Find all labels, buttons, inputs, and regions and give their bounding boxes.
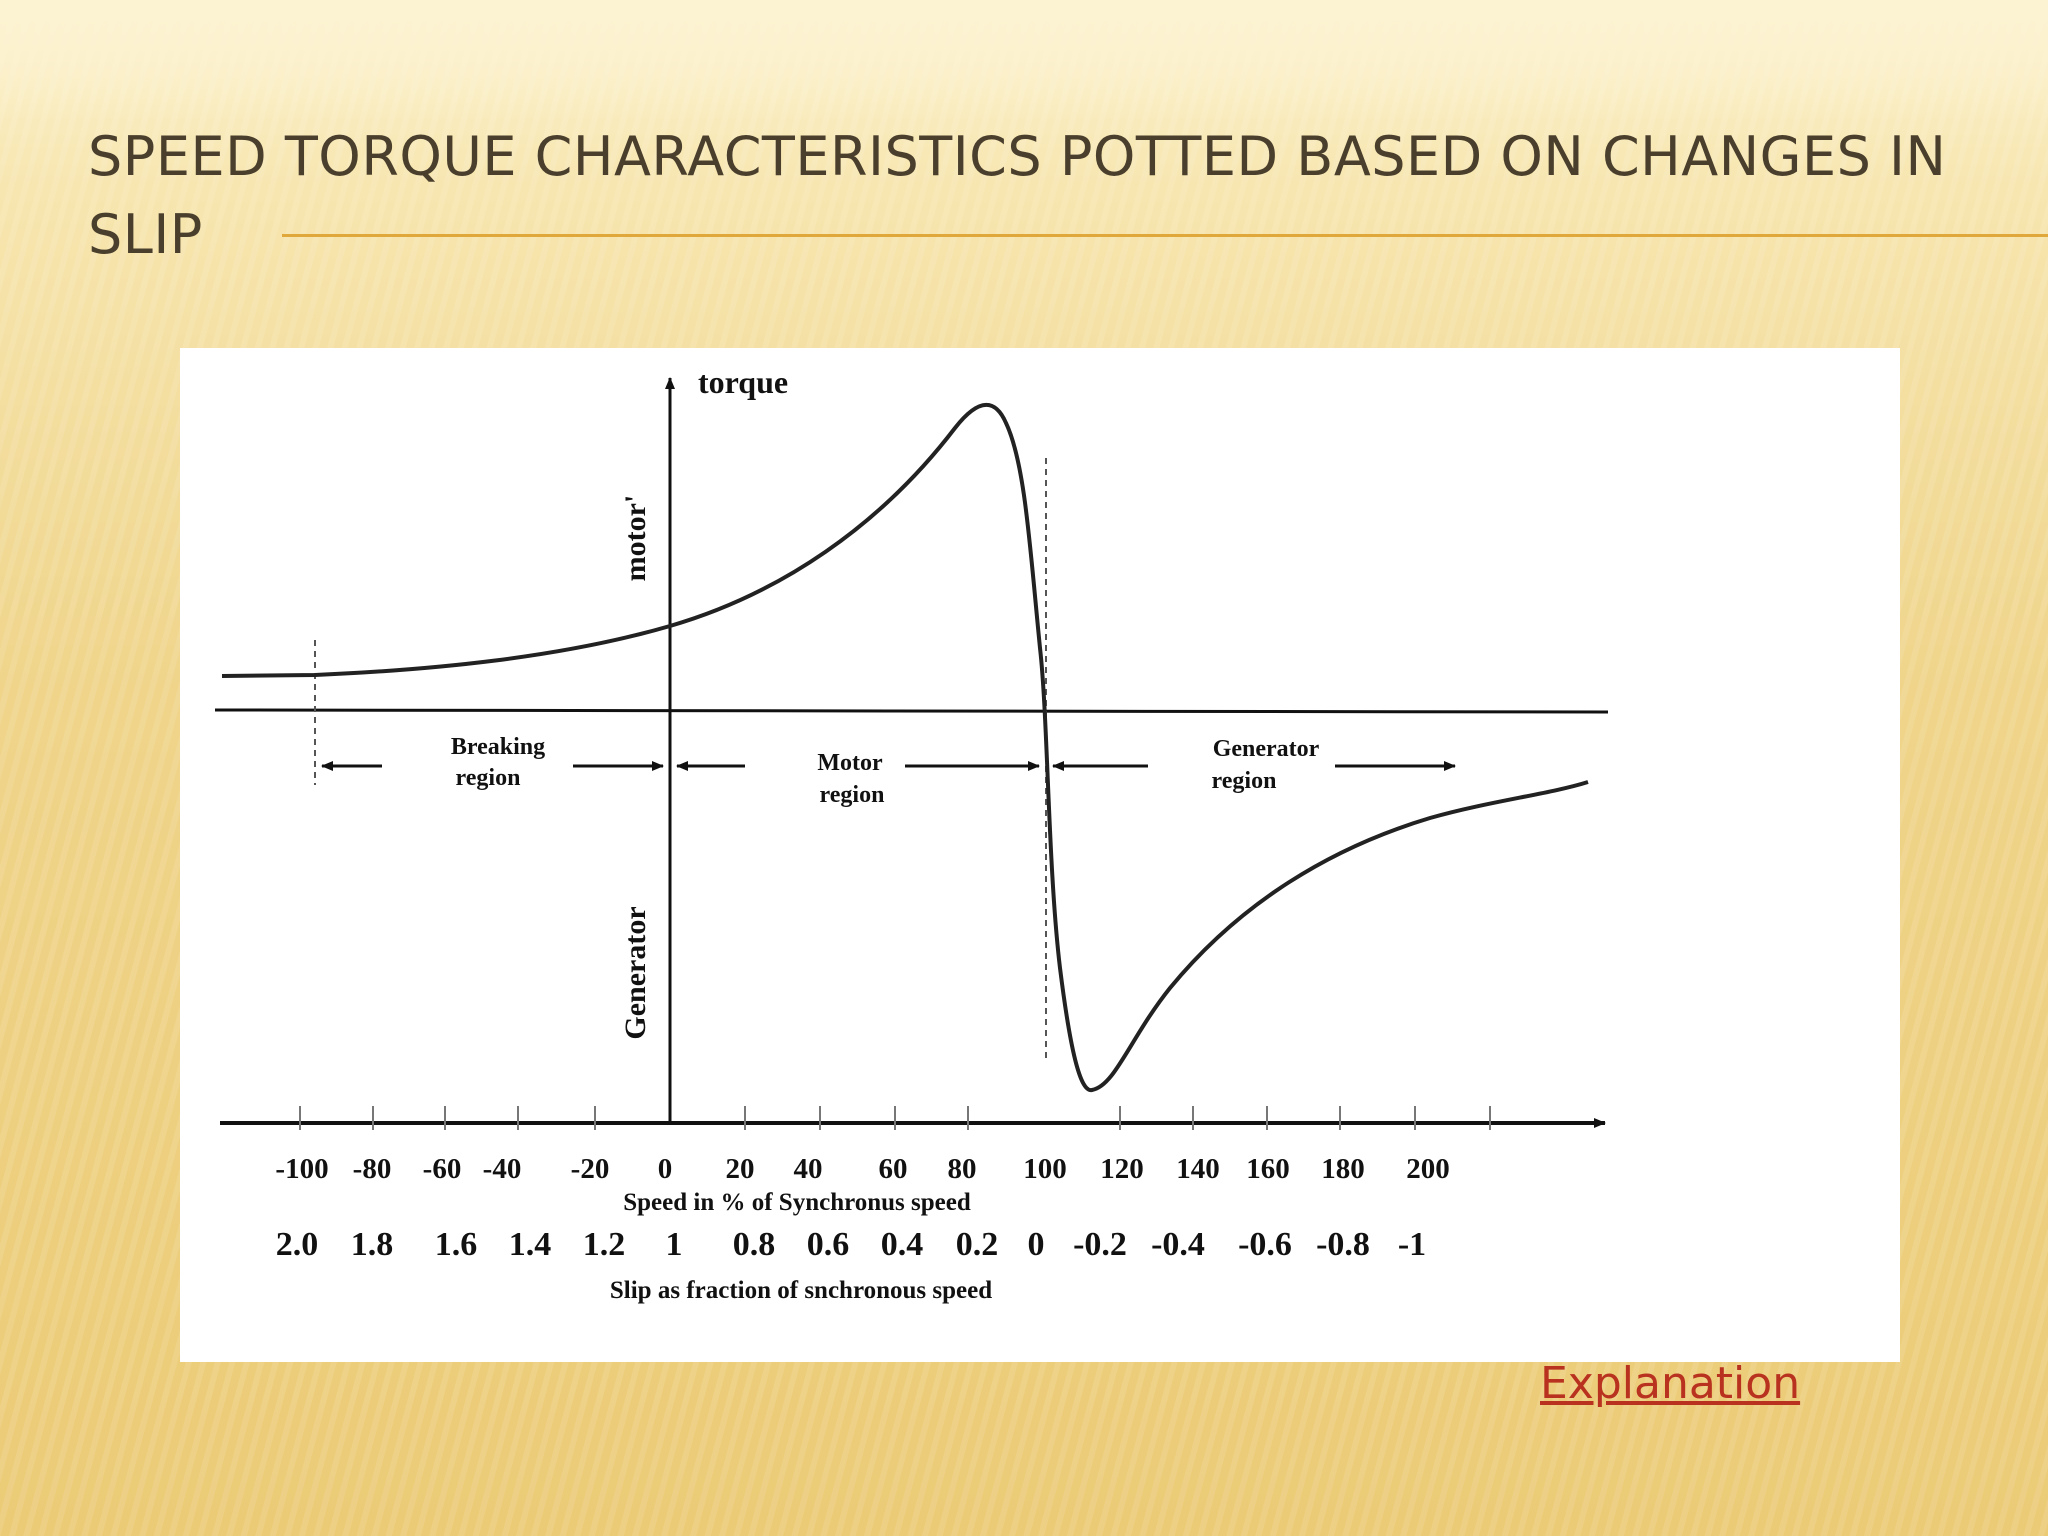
torque-axis-label: torque xyxy=(698,364,788,400)
speed-tick-label: 160 xyxy=(1246,1153,1290,1185)
title-underline xyxy=(282,234,2048,237)
motor-region-line2: region xyxy=(820,782,885,808)
motor-side-label: motor' xyxy=(619,495,652,582)
speed-tick-label: 200 xyxy=(1406,1153,1450,1185)
torque-speed-curve xyxy=(221,402,1589,1093)
generator-region-line2: region xyxy=(1212,768,1277,794)
slip-tick-label: 0.8 xyxy=(733,1226,776,1263)
slip-axis-title: Slip as fraction of snchronous speed xyxy=(610,1277,992,1304)
speed-tick-label: 120 xyxy=(1100,1153,1144,1185)
speed-tick-label: 0 xyxy=(658,1153,673,1185)
speed-tick-label: -100 xyxy=(275,1153,328,1185)
slip-tick-label: -0.6 xyxy=(1238,1226,1292,1263)
generator-region-line1: Generator xyxy=(1213,736,1320,762)
slip-tick-label: 0.6 xyxy=(807,1226,850,1263)
slip-tick-label: -0.4 xyxy=(1151,1226,1205,1263)
speed-tick-label: 20 xyxy=(726,1153,755,1185)
motor-region-line1: Motor xyxy=(817,750,883,776)
speed-tick-label: -20 xyxy=(571,1153,610,1185)
slip-tick-label: -0.2 xyxy=(1073,1226,1127,1263)
slip-tick-label: -0.8 xyxy=(1316,1226,1370,1263)
speed-tick-label: 140 xyxy=(1176,1153,1220,1185)
slip-tick-label: 0.2 xyxy=(956,1226,999,1263)
breaking-region-line1: Breaking xyxy=(451,734,545,760)
speed-tick-label: 100 xyxy=(1023,1153,1067,1185)
generator-side-label: Generator xyxy=(619,906,652,1039)
slip-tick-label: 1.2 xyxy=(583,1226,626,1263)
speed-axis-title: Speed in % of Synchronus speed xyxy=(623,1189,971,1216)
speed-tick-label: 180 xyxy=(1321,1153,1365,1185)
speed-tick-label: -80 xyxy=(353,1153,392,1185)
torque-slip-diagram: torque motor' Generator Breaking region … xyxy=(214,364,1609,1304)
slip-tick-label: 1.8 xyxy=(351,1226,394,1263)
slip-tick-label: 0 xyxy=(1028,1226,1045,1263)
slip-tick-label: 2.0 xyxy=(276,1226,319,1263)
slip-tick-label: 1.6 xyxy=(435,1226,478,1263)
slip-tick-label: 0.4 xyxy=(881,1226,924,1263)
slip-tick-label: 1 xyxy=(666,1226,683,1263)
speed-tick-label: -60 xyxy=(423,1153,462,1185)
speed-tick-label: 80 xyxy=(948,1153,977,1185)
breaking-region-line2: region xyxy=(456,765,521,791)
slide-title: Speed torque characteristics potted base… xyxy=(88,125,1947,266)
torque-slip-figure: torque motor' Generator Breaking region … xyxy=(180,348,1900,1362)
background-top-fade xyxy=(0,0,2048,120)
speed-tick-label: -40 xyxy=(483,1153,522,1185)
zero-torque-line xyxy=(214,708,1609,714)
speed-tick-label: 40 xyxy=(794,1153,823,1185)
slip-tick-label: -1 xyxy=(1398,1226,1426,1263)
slip-tick-label: 1.4 xyxy=(509,1226,552,1263)
speed-axis-tick-marks xyxy=(299,1106,1491,1130)
explanation-link[interactable]: Explanation xyxy=(1540,1358,1801,1409)
speed-tick-label: 60 xyxy=(879,1153,908,1185)
